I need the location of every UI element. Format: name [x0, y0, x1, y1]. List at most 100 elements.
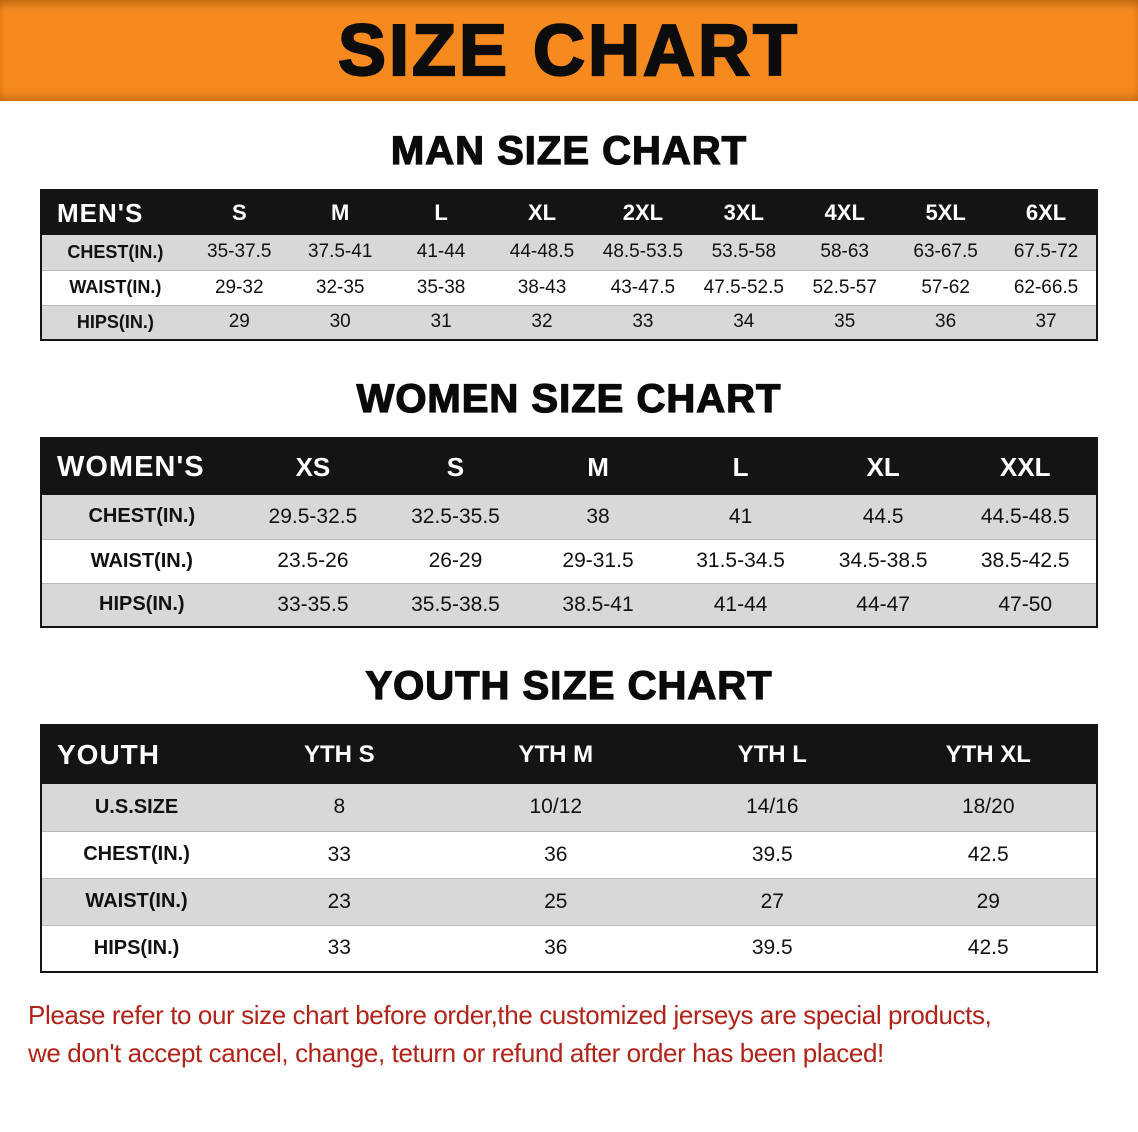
table-corner-label: WOMEN'S: [41, 438, 242, 495]
size-value-cell: 41: [728, 504, 753, 528]
size-value-cell: 43-47.5: [610, 276, 676, 298]
size-value-cell: 26-29: [428, 549, 483, 572]
table-row: WAIST(IN.) 23.5-26 26-29 29-31.5 31.5-34.5 34…: [41, 539, 1097, 583]
size-column-header: 3XL: [693, 190, 795, 235]
size-value-cell: 39.5: [751, 936, 793, 960]
size-value-cell: 63-67.5: [913, 241, 978, 263]
youth-size-heading: YOUTH SIZE CHART: [365, 663, 773, 708]
size-value-cell: 42.5: [967, 936, 1009, 960]
size-value-cell: 42.5: [967, 842, 1009, 866]
disclaimer-line-2: we don't accept cancel, change, teturn o…: [28, 1037, 884, 1068]
size-value-cell: 67.5-72: [1013, 241, 1079, 263]
table-row: U.S.SIZE 8 10/12 14/16 18/20: [41, 784, 1097, 831]
size-value-cell: 34: [733, 311, 755, 333]
size-value-cell: 62-66.5: [1013, 276, 1079, 298]
row-label: WAIST(IN.): [90, 549, 193, 572]
size-value-cell: 36: [544, 936, 568, 960]
row-label: U.S.SIZE: [94, 795, 179, 818]
size-value-cell: 32: [531, 311, 553, 333]
size-value-cell: 37.5-41: [307, 241, 373, 263]
size-value-cell: 31.5-34.5: [696, 549, 785, 572]
size-column-header: 6XL: [996, 190, 1097, 235]
size-column-header: YTH M: [447, 725, 665, 784]
size-column-header: YTH S: [231, 725, 448, 784]
size-column-header: YTH L: [664, 725, 881, 784]
size-column-header: XS: [241, 438, 385, 495]
size-value-cell: 30: [329, 311, 351, 333]
size-column-header: 5XL: [895, 190, 997, 235]
size-value-cell: 32-35: [315, 276, 365, 298]
size-value-cell: 33: [327, 936, 351, 960]
size-value-cell: 57-62: [921, 276, 970, 298]
size-value-cell: 29: [976, 889, 1000, 913]
size-value-cell: 8: [333, 795, 346, 819]
table-row: HIPS(IN.) 33-35.5 35.5-38.5 38.5-41 41-44 44-…: [41, 583, 1097, 627]
size-value-cell: 38.5-41: [562, 592, 634, 616]
size-value-cell: 48.5-53.5: [602, 241, 684, 263]
man-size-section: MAN SIZE CHART MEN'S S M L XL 2XL 3XL 4XL 5XL 6XL…: [0, 128, 1138, 341]
table-header-row: MEN'S S M L XL 2XL 3XL 4XL 5XL 6XL: [41, 190, 1097, 235]
size-value-cell: 52.5-57: [812, 276, 877, 298]
row-label: CHEST(IN.): [67, 241, 164, 262]
size-value-cell: 35: [834, 311, 856, 333]
size-column-header: YTH XL: [880, 725, 1097, 784]
table-header-row: WOMEN'S XS S M L XL XXL: [41, 438, 1097, 495]
size-value-cell: 44-48.5: [509, 241, 575, 263]
size-value-cell: 44-47: [856, 592, 911, 616]
size-value-cell: 33: [632, 311, 654, 333]
size-value-cell: 29.5-32.5: [268, 504, 358, 528]
table-row: CHEST(IN.) 35-37.5 37.5-41 41-44 44-48.5 48.5…: [41, 235, 1097, 270]
size-value-cell: 44.5-48.5: [980, 504, 1070, 528]
size-value-cell: 36: [544, 842, 568, 866]
size-value-cell: 41-44: [713, 592, 768, 616]
size-column-header: XL: [811, 438, 955, 495]
size-column-header: XXL: [954, 438, 1097, 495]
row-label: CHEST(IN.): [88, 505, 196, 528]
size-value-cell: 18/20: [961, 795, 1015, 819]
size-value-cell: 10/12: [529, 795, 583, 819]
row-label: HIPS(IN.): [76, 311, 154, 332]
size-value-cell: 35.5-38.5: [411, 592, 500, 616]
table-header-row: YOUTH YTH S YTH M YTH L YTH XL: [41, 725, 1097, 784]
size-value-cell: 38.5-42.5: [980, 549, 1070, 572]
size-value-cell: 33: [327, 842, 351, 866]
row-label: HIPS(IN.): [99, 593, 185, 616]
size-column-header: XL: [491, 190, 593, 235]
size-column-header: 4XL: [794, 190, 896, 235]
size-value-cell: 47.5-52.5: [703, 276, 784, 298]
youth-size-table: YOUTH YTH S YTH M YTH L YTH XL U.S.SIZE 8 10/12…: [40, 724, 1098, 973]
man-size-table: MEN'S S M L XL 2XL 3XL 4XL 5XL 6XL CHEST(IN.) 35-37…: [40, 189, 1098, 341]
table-corner-label: YOUTH: [41, 725, 232, 784]
size-value-cell: 35-38: [416, 276, 466, 298]
row-label: HIPS(IN.): [93, 936, 180, 959]
size-value-cell: 34.5-38.5: [838, 549, 928, 572]
page-title: SIZE CHART: [337, 10, 800, 91]
table-row: HIPS(IN.) 29 30 31 32 33 34 35 36 37: [41, 305, 1097, 340]
size-value-cell: 27: [760, 889, 784, 913]
size-value-cell: 14/16: [745, 795, 799, 819]
size-value-cell: 29: [228, 311, 250, 333]
women-size-heading: WOMEN SIZE CHART: [356, 376, 782, 421]
table-row: CHEST(IN.) 29.5-32.5 32.5-35.5 38 41 44.5 44.5…: [41, 495, 1097, 539]
banner: SIZE CHART: [0, 0, 1138, 101]
size-value-cell: 37: [1035, 311, 1057, 333]
size-value-cell: 25: [544, 889, 568, 913]
table-corner-label: MEN'S: [41, 190, 189, 235]
size-column-header: 2XL: [592, 190, 694, 235]
table-row: CHEST(IN.) 33 36 39.5 42.5: [41, 831, 1097, 878]
row-label: CHEST(IN.): [83, 843, 190, 865]
size-column-header: M: [289, 190, 391, 235]
size-value-cell: 41-44: [416, 241, 466, 263]
women-size-table: WOMEN'S XS S M L XL XXL CHEST(IN.) 29.5-32.5 32.5…: [40, 437, 1098, 628]
size-column-header: L: [390, 190, 492, 235]
size-value-cell: 23: [327, 889, 351, 913]
disclaimer: Please refer to our size chart before or…: [28, 997, 1110, 1072]
size-value-cell: 36: [935, 311, 957, 333]
row-label: WAIST(IN.): [85, 890, 188, 912]
size-value-cell: 53.5-58: [711, 241, 777, 263]
size-column-header: S: [384, 438, 527, 495]
size-value-cell: 29-32: [214, 276, 264, 298]
disclaimer-line-1: Please refer to our size chart before or…: [28, 1000, 992, 1030]
size-column-header: L: [669, 438, 812, 495]
